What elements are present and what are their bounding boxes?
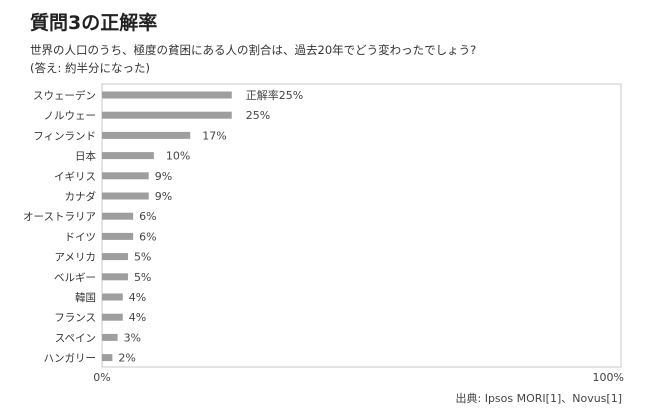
chart-title: 質問3の正解率 [30,12,158,34]
category-label: アメリカ [55,252,96,264]
value-label: 9% [155,170,172,183]
bar [102,91,232,99]
bar [102,232,134,240]
bar [102,192,149,200]
category-label: カナダ [65,190,97,203]
category-label: ハンガリー [44,353,97,365]
x-tick-label: 100% [593,371,624,384]
value-label: 17% [202,129,226,142]
category-label: フィンランド [33,130,96,142]
category-label: ドイツ [65,231,97,243]
chart-subtitle: 世界の人口のうち、極度の貧困にある人の割合は、過去20年でどう変わったでしょう? [30,43,477,57]
source-note: 出典: Ipsos MORI[1]、Novus[1] [455,392,623,405]
plot-frame [101,83,622,368]
category-label: ノルウェー [44,110,97,122]
category-label: イギリス [54,171,96,183]
bar [102,131,191,139]
bar [102,293,123,301]
bar [102,253,128,261]
category-label: フランス [54,312,96,324]
bar [102,152,154,160]
bar [102,333,118,341]
value-label: 10% [166,150,190,163]
x-tick-label: 0% [93,371,110,384]
value-label: 6% [139,210,156,223]
category-label: スペイン [55,332,96,344]
category-label: ベルギー [54,272,96,284]
bar [102,273,128,281]
value-label: 3% [124,331,141,344]
value-label: 9% [155,190,172,203]
bar [102,354,113,362]
category-label: 韓国 [75,292,96,304]
value-label: 5% [134,251,151,264]
bar [102,111,232,119]
value-label: 4% [129,311,146,324]
bar [102,212,134,220]
category-label: オーストラリア [23,211,96,223]
value-label: 6% [139,230,156,243]
value-label: 4% [129,291,146,304]
value-label: 正解率25% [246,88,303,102]
bar [102,313,123,321]
answer-note: (答え: 約半分になった) [30,61,151,75]
bar [102,172,149,180]
category-label: 日本 [75,150,96,163]
category-label: スウェーデン [33,89,96,102]
value-label: 25% [246,109,270,122]
value-label: 2% [118,352,135,365]
value-label: 5% [134,271,151,284]
